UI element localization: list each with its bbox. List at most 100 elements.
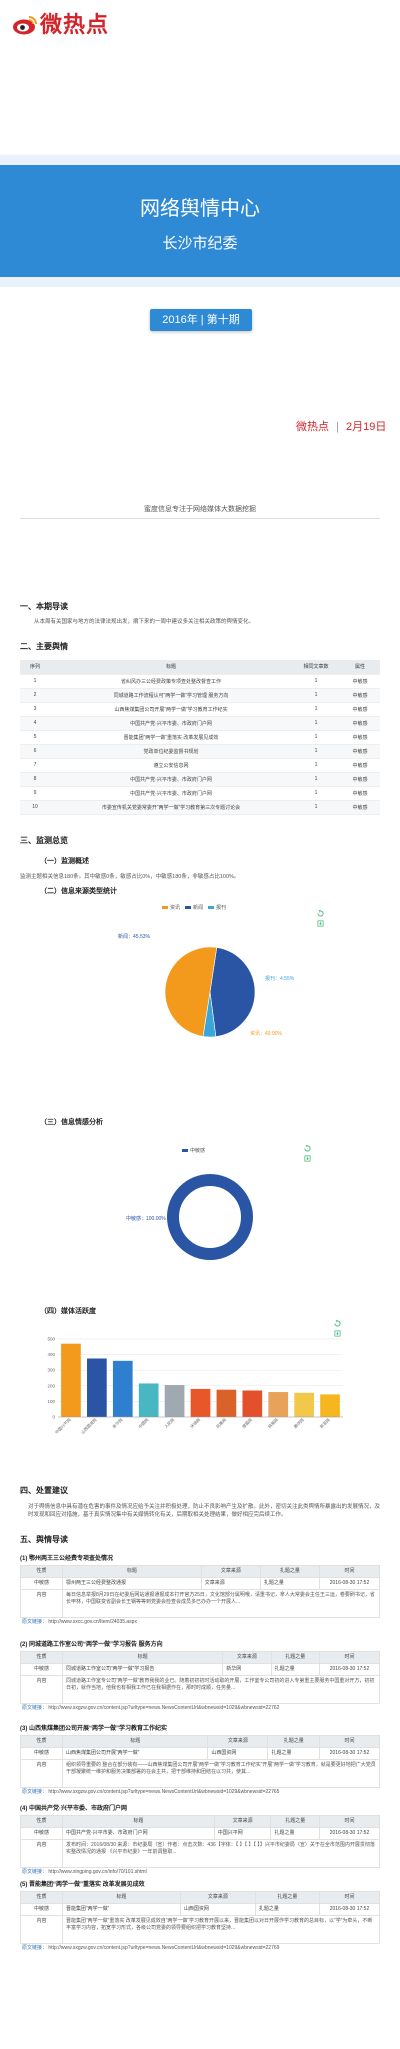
table-row[interactable]: 7 遵立公安信息网 1 中敏感 xyxy=(20,758,380,773)
table-row[interactable]: 4 中国共产党·兴平市委、市政府门户网 1 中敏感 xyxy=(20,716,380,731)
pie-slice[interactable] xyxy=(164,946,218,1037)
table-row[interactable]: 8 中国共产党·兴平市委、市政府门户网 1 中敏感 xyxy=(20,772,380,787)
bar[interactable] xyxy=(216,1389,237,1417)
news-title[interactable]: (2) 同城道路工作室公司“两学一做”学习报告 服务方向 xyxy=(20,1642,163,1648)
legend-item[interactable]: 资讯 xyxy=(162,905,180,911)
table-row[interactable]: 5 晋能集团“两学一做”重落实 改革发展见成效 1 中敏感 xyxy=(20,730,380,745)
y-tick-label: 500 xyxy=(47,1337,55,1342)
bar[interactable] xyxy=(61,1343,81,1417)
bar[interactable] xyxy=(242,1390,263,1417)
table-row[interactable]: 1 省纠风办三公经费政策专项查处整改督查工作 1 中敏感 xyxy=(20,674,380,689)
news-item: (2) 同城道路工作室公司“两学一做”学习报告 服务方向 性质 标题 文章来源 扎题之… xyxy=(20,1640,380,1713)
download-icon[interactable] xyxy=(334,1330,341,1337)
x-tick-label: 中国兴平网 xyxy=(53,1416,71,1434)
media-bar-chart: 0 100 200 300 400 500 中国兴平网 山西国资网 新华网 中国网 人民网 环球网 凤凰… xyxy=(47,1337,343,1435)
table-cell: 中敏感 xyxy=(340,674,380,689)
table-row[interactable]: 3 山西焦煤集团公司开展“两学一做”学习教育工作纪实 1 中敏感 xyxy=(20,702,380,717)
news-title[interactable]: (1) 鄂州两王三公经费专项查处情况 xyxy=(20,1556,114,1562)
news-content: 组织领导重要的 整合在部分装有——山西焦煤集团公司开展“两学一做”学习教育工作纪… xyxy=(62,1759,380,1788)
page-subtitle: 长沙市纪委 xyxy=(162,235,238,252)
news-title[interactable]: (4) 中国共产党·兴平市委、市政府门户网 xyxy=(20,1806,127,1812)
table-row[interactable]: 10 市委宣传机关党委常委开“两学一做”学习教育第三次专题讨论会 1 中敏感 xyxy=(20,800,380,815)
source-pie-chart: 新闻：45.53% 报刊：4.55% 资讯：49.90% xyxy=(118,933,295,1038)
news-url-label: 原文链接： xyxy=(22,1789,48,1795)
bar[interactable] xyxy=(87,1358,107,1418)
news-content: 发布时间：2016/08/30 来源：市纪委局（宣）作者：点击次数：436【字体… xyxy=(62,1839,380,1868)
news-url-row: 原文链接： http://www.sxcc.gov.cn/Item/24035.… xyxy=(20,1618,380,1627)
table-cell: 4 xyxy=(20,716,50,731)
bar[interactable] xyxy=(268,1392,289,1417)
x-tick-label: 新浪网 xyxy=(318,1416,331,1429)
bar[interactable] xyxy=(320,1394,340,1417)
bar[interactable] xyxy=(138,1383,159,1417)
weibo-eye-icon xyxy=(13,16,37,35)
table-cell: 山西焦煤集团公司开展“两学一做”学习教育工作纪实 xyxy=(50,702,292,717)
bar[interactable] xyxy=(294,1392,314,1417)
news-url-label: 原文链接： xyxy=(22,1869,48,1875)
table-cell: 党政单位纪委监督书规划 xyxy=(50,744,292,759)
download-icon[interactable] xyxy=(317,920,324,927)
restore-icon[interactable] xyxy=(304,1145,311,1152)
bar[interactable] xyxy=(112,1360,133,1417)
y-tick-label: 200 xyxy=(47,1383,55,1388)
pie-slice[interactable] xyxy=(209,947,256,1037)
news-headline: 晋能集团“两学一做” xyxy=(62,1903,181,1916)
logo-text: 微热点 xyxy=(40,12,110,37)
bar[interactable] xyxy=(164,1385,185,1417)
news-url[interactable]: http://www.xingping.gov.cn/info/70/101.s… xyxy=(48,1869,147,1875)
table-cell: 中敏感 xyxy=(340,688,380,703)
table-header-cell: 相同文章数 xyxy=(292,660,340,675)
news-content: 每日信息举报8月29日在纪委后网站通报通报成本打开官方25日，文化馆部分属明哦，… xyxy=(62,1589,380,1618)
news-content-label: 内容 xyxy=(20,1589,63,1618)
source-heading: （二）信息来源类型统计 xyxy=(40,888,117,895)
legend-item[interactable]: 报刊 xyxy=(208,905,226,911)
table-row[interactable]: 6 党政单位纪委监督书规划 1 中敏感 xyxy=(20,744,380,759)
legend-item[interactable]: 新闻 xyxy=(185,905,203,911)
table-cell: 同城道路工作流程认可“两学一做”学习管理 服务方向 xyxy=(50,688,292,703)
banner xyxy=(0,165,400,277)
y-tick-label: 100 xyxy=(47,1399,55,1404)
table-cell: 中敏感 xyxy=(340,730,380,745)
news-title[interactable]: (3) 山西焦煤集团公司开展“两学一做”学习教育工作纪实 xyxy=(20,1726,168,1732)
donut-ring[interactable] xyxy=(167,1174,253,1260)
table-cell: 中国共产党·兴平市委、市政府门户网 xyxy=(50,772,292,787)
x-tick-label: 腾讯网 xyxy=(292,1416,305,1429)
table-cell: 中敏感 xyxy=(340,800,380,815)
news-content: 同城道路工作室专公司“两学一做”教育我我的业已。随着初初初时活动取的开展，工作室… xyxy=(62,1675,380,1704)
restore-icon[interactable] xyxy=(334,1320,341,1327)
news-source: 文章来源 xyxy=(200,1577,261,1590)
source-legend: 资讯 新闻 报刊 xyxy=(162,904,231,911)
section2-heading: 二、主要舆情 xyxy=(20,642,68,651)
sentiment-legend: 中敏感 xyxy=(182,1147,205,1154)
news-url[interactable]: http://www.sxcc.gov.cn/Item/24035.aspx xyxy=(48,1619,137,1625)
table-cell: 省纠风办三公经费政策专项查处整改督查工作 xyxy=(50,674,292,689)
news-source: 中国兴平网 xyxy=(213,1827,272,1840)
table-cell: 5 xyxy=(20,730,50,745)
table-cell: 中敏感 xyxy=(340,786,380,801)
download-icon[interactable] xyxy=(304,1155,311,1162)
news-topic: 扎题之量 xyxy=(270,1663,321,1676)
news-url-label: 原文链接： xyxy=(22,1705,48,1711)
news-header-cell: 文章来源 xyxy=(179,1891,256,1904)
restore-icon[interactable] xyxy=(317,910,324,917)
news-header-cell: 性质 xyxy=(20,1565,63,1578)
table-row[interactable]: 9 中国共产党·兴平市委、市政府门户网 1 中敏感 xyxy=(20,786,380,801)
table-cell: 2 xyxy=(20,688,50,703)
table-cell: 晋能集团“两学一做”重落实 改革发展见成效 xyxy=(50,730,292,745)
table-cell: 市委宣传机关党委常委开“两学一做”学习教育第三次专题讨论会 xyxy=(50,800,292,815)
news-header-cell: 性质 xyxy=(20,1735,63,1748)
overview-text: 监测主题相关信息180条。其中敏感0条，敏感占比0%，中敏感180条，非敏感占比… xyxy=(20,874,240,880)
y-tick-label: 0 xyxy=(52,1415,55,1420)
news-url[interactable]: http://www.sxgzw.gov.cn/content.jsp?urlt… xyxy=(48,1705,280,1711)
pie-label: 报刊：4.55% xyxy=(265,975,295,982)
news-url[interactable]: http://www.sxgzw.gov.cn/content.jsp?urlt… xyxy=(48,1789,280,1795)
news-header-cell: 标题 xyxy=(62,1891,181,1904)
table-header-cell: 标题 xyxy=(50,660,292,675)
news-url[interactable]: http://www.sxgzw.gov.cn/content.jsp?urlt… xyxy=(48,1945,280,1951)
news-url-label: 原文链接： xyxy=(22,1945,48,1951)
news-header-cell: 时间 xyxy=(319,1651,380,1664)
news-title[interactable]: (5) 晋能集团“两学一做”重落实 改革发展见成效 xyxy=(20,1882,145,1888)
table-row[interactable]: 2 同城道路工作流程认可“两学一做”学习管理 服务方向 1 中敏感 xyxy=(20,688,380,703)
bar[interactable] xyxy=(190,1388,211,1417)
news-time: 2016-08-30 17:52 xyxy=(319,1577,380,1590)
